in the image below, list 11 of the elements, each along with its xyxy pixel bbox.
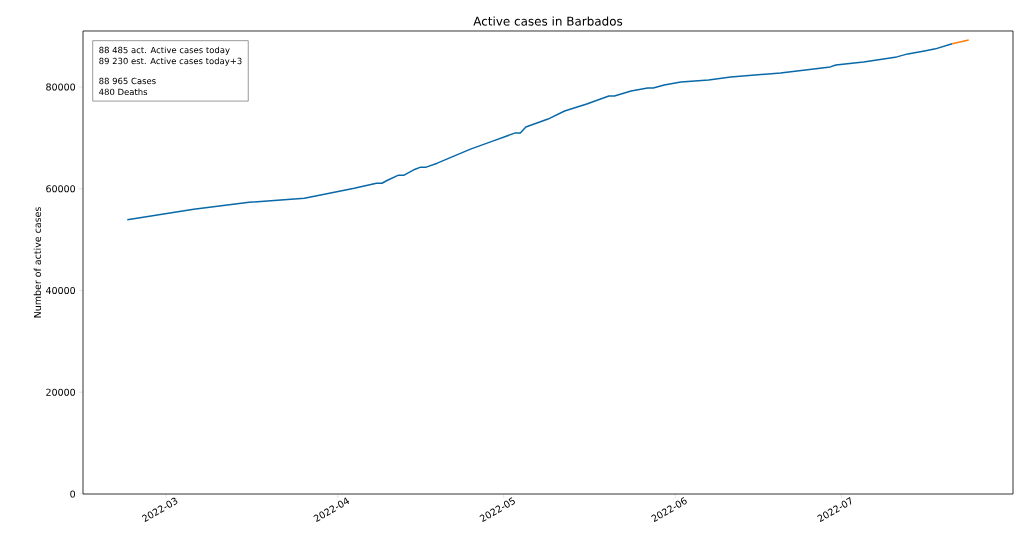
chart-title: Active cases in Barbados xyxy=(473,16,623,26)
y-tick-label: 80000 xyxy=(46,83,76,91)
annotation: 89 230 est. Active cases today+3 xyxy=(99,57,242,66)
annotation: 88 965 Cases xyxy=(99,77,156,85)
y-tick-label: 40000 xyxy=(46,286,76,295)
annotation: 480 Deaths xyxy=(99,88,148,96)
y-axis-title: Number of active cases xyxy=(33,207,42,318)
y-tick-label: 60000 xyxy=(46,185,76,193)
y-tick-label: 20000 xyxy=(46,388,76,396)
y-tick-label: 0 xyxy=(70,490,76,498)
annotation: 88 485 act. Active cases today xyxy=(99,46,230,55)
